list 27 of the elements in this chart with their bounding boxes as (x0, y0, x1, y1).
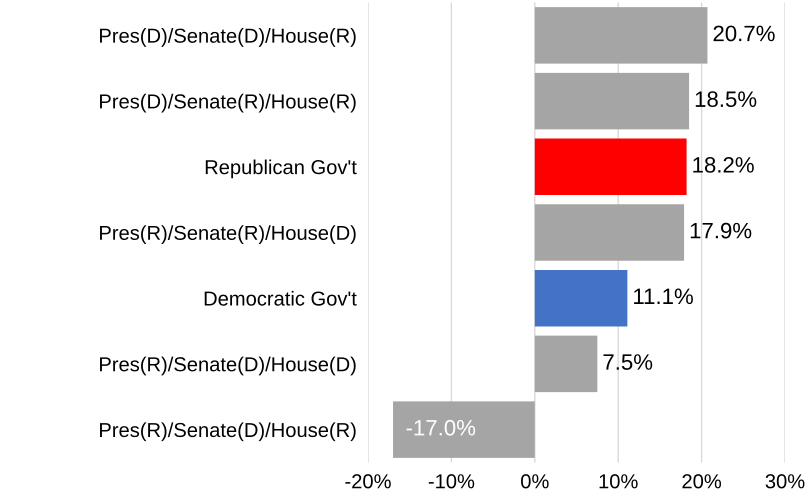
y-tick-label: Pres(D)/Senate(D)/House(R) (100, 28, 356, 47)
data-label: 7.5% (603, 354, 652, 370)
data-label: 11.1% (634, 288, 693, 304)
x-tick-label: 0% (521, 474, 549, 488)
x-tick-label: 20% (682, 474, 722, 488)
data-label: 17.9% (690, 222, 752, 238)
x-tick-label: 10% (600, 474, 638, 488)
data-label: 18.5% (696, 91, 756, 108)
bar (534, 270, 628, 326)
bar (534, 7, 708, 64)
y-tick-label: Pres(R)/Senate(D)/House(D) (100, 356, 356, 376)
bar (534, 204, 684, 261)
bar (534, 138, 687, 196)
y-tick-label: Pres(R)/Senate(D)/House(R) (100, 422, 356, 442)
y-tick-label: Democratic Gov't (204, 290, 357, 306)
data-label: 18.2% (693, 157, 754, 173)
y-tick-label: Pres(R)/Senate(R)/House(D) (100, 225, 356, 244)
x-tick-label: -20% (345, 474, 391, 488)
bar (534, 72, 690, 130)
x-tick-label: 30% (766, 474, 804, 488)
bar (534, 336, 598, 392)
y-tick-label: Pres(D)/Senate(R)/House(R) (100, 94, 356, 113)
bar (393, 401, 535, 458)
data-label: -17.0% (406, 420, 476, 436)
y-tick-label: Republican Gov't (206, 159, 357, 178)
x-tick-label: -10% (428, 474, 474, 488)
data-label: 20.7% (714, 26, 775, 42)
